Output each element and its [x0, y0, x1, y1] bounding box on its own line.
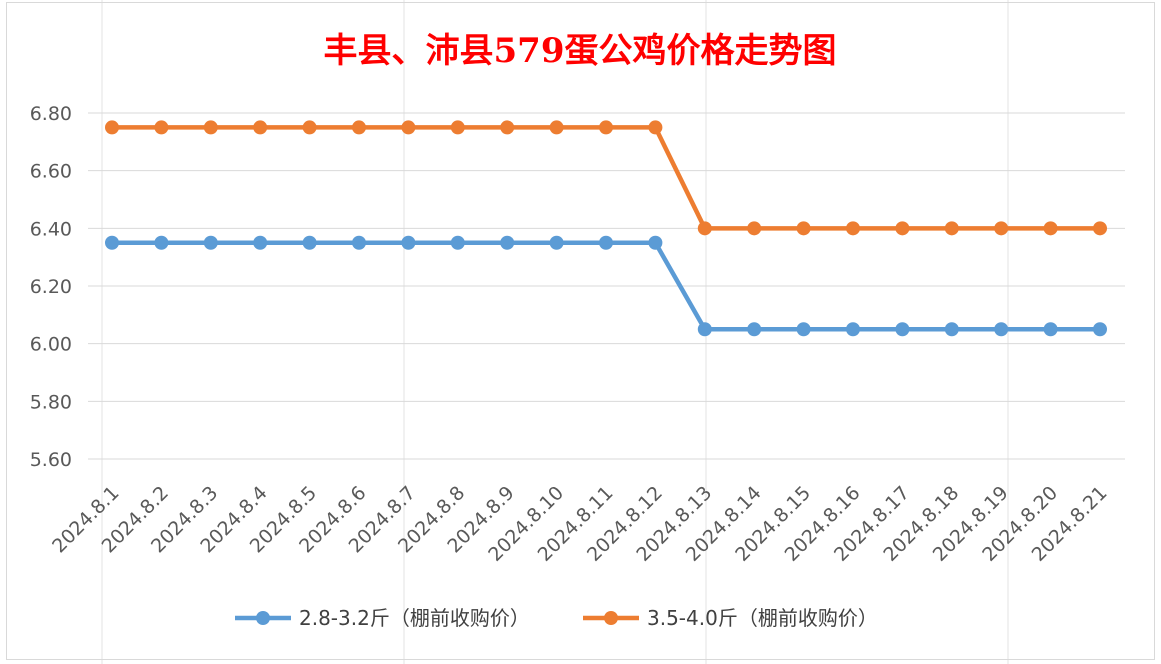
data-point: [648, 120, 663, 135]
data-point: [549, 120, 564, 135]
y-tick-label: 5.80: [30, 391, 72, 413]
data-point: [302, 235, 317, 250]
data-point: [895, 322, 910, 337]
x-axis-ticks: 2024.8.12024.8.22024.8.32024.8.42024.8.5…: [48, 482, 1111, 566]
legend-swatch-marker: [604, 611, 618, 625]
data-point: [796, 221, 811, 236]
data-point: [747, 221, 762, 236]
legend-swatch-marker: [256, 611, 270, 625]
data-point: [154, 235, 169, 250]
data-point: [599, 235, 613, 250]
data-point: [500, 120, 515, 135]
legend: 2.8-3.2斤（棚前收购价） 3.5-4.0斤（棚前收购价）: [235, 606, 878, 630]
data-point: [747, 322, 762, 337]
y-tick-label: 6.40: [30, 218, 72, 240]
data-point: [944, 322, 959, 337]
data-point: [1093, 322, 1107, 337]
data-point: [450, 120, 465, 135]
data-point: [401, 120, 416, 135]
series-line: [112, 125, 1100, 231]
data-point: [154, 120, 169, 135]
data-point: [697, 322, 712, 337]
y-tick-label: 5.60: [30, 449, 72, 471]
data-point: [352, 235, 366, 250]
data-point: [352, 120, 366, 135]
data-point: [846, 221, 860, 236]
data-point: [203, 235, 218, 250]
data-point: [648, 235, 663, 250]
gridlines: [88, 112, 1125, 460]
data-point: [401, 235, 416, 250]
data-point: [796, 322, 811, 337]
data-point: [302, 120, 317, 135]
data-point: [105, 120, 119, 135]
data-point: [1093, 221, 1107, 236]
chart-area-border: [6, 2, 1155, 660]
legend-label: 3.5-4.0斤（棚前收购价）: [647, 606, 878, 630]
data-point: [253, 235, 268, 250]
data-point: [944, 221, 959, 236]
data-point: [697, 221, 712, 236]
y-tick-label: 6.00: [30, 334, 72, 356]
background-sheet-grid: [101, 0, 1009, 664]
data-point: [253, 120, 268, 135]
y-tick-label: 6.60: [30, 161, 72, 183]
data-point: [846, 322, 860, 337]
legend-label: 2.8-3.2斤（棚前收购价）: [299, 606, 530, 630]
data-point: [450, 235, 465, 250]
chart-title: 丰县、沛县579蛋公鸡价格走势图: [324, 31, 837, 71]
data-point: [1043, 322, 1058, 337]
y-axis-ticks: 6.80 6.60 6.40 6.20 6.00 5.80 5.60: [30, 103, 72, 471]
data-point: [105, 235, 119, 250]
data-point: [500, 235, 515, 250]
data-point: [994, 221, 1009, 236]
y-tick-label: 6.20: [30, 276, 72, 298]
data-point: [994, 322, 1009, 337]
series-group: [105, 120, 1107, 337]
data-point: [549, 235, 564, 250]
data-point: [599, 120, 613, 135]
data-point: [895, 221, 910, 236]
y-tick-label: 6.80: [30, 103, 72, 125]
data-point: [203, 120, 218, 135]
data-point: [1043, 221, 1058, 236]
